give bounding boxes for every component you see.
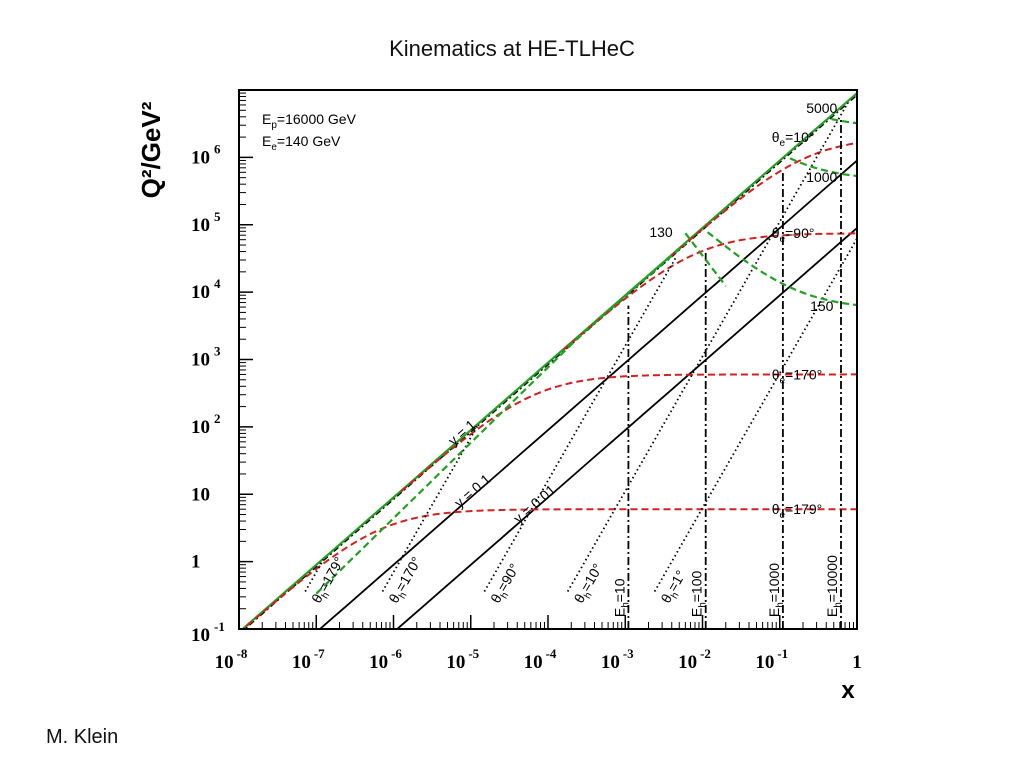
x-tick-label: 10 -4 [524, 646, 557, 673]
iso-y-label-0: y = 1 [445, 416, 479, 448]
iso-y-label-1: y = 0.1 [451, 471, 494, 511]
iso-y-line-0 [240, 92, 857, 629]
iso-E-e-curve-130-high [684, 232, 727, 287]
y-tick-label: 10 3 [191, 344, 221, 371]
iso-E-e-curve-150 [706, 231, 857, 307]
x-tick-label: 1 [852, 652, 862, 673]
y-tick-label: 1 [191, 552, 201, 573]
iso-theta-e-curve-0 [670, 142, 857, 257]
iso-theta-e-label-1: θe=90° [772, 225, 815, 245]
iso-E-e-curve-1000 [789, 157, 857, 178]
x-tick-label: 10 -3 [601, 646, 634, 673]
iso-E-e-curve-5000 [831, 118, 857, 125]
iso-E-e-label-150: 150 [810, 298, 834, 314]
y-tick-label: 10 6 [191, 141, 221, 168]
iso-y-line-black-edge [244, 94, 857, 629]
iso-theta-h-curve-2 [483, 255, 678, 592]
x-axis-label: x [841, 677, 855, 704]
iso-theta-h-label-3: θh=10° [571, 561, 610, 608]
iso-E-h-label-0: Eh=10 [611, 578, 631, 617]
y-tick-label: 10 [191, 484, 210, 505]
iso-theta-h-curve-4 [653, 238, 857, 592]
iso-theta-h-label-2: θh=90° [487, 561, 526, 608]
y-tick-label: 10 -1 [191, 619, 225, 646]
iso-theta-h-label-4: θh=1° [657, 567, 692, 607]
x-tick-label: 10 -2 [678, 646, 711, 673]
iso-theta-e-label-0: θe=10° [772, 129, 815, 149]
plot-frame [238, 89, 858, 630]
x-tick-label: 10 -6 [369, 646, 402, 673]
y-tick-label: 10 4 [191, 276, 221, 303]
author-credit: M. Klein [46, 726, 119, 748]
beam-label-0: Ep=16000 GeV [262, 111, 357, 131]
iso-E-h-label-2: Eh=1000 [766, 563, 786, 617]
iso-theta-h-curve-3 [566, 103, 849, 592]
iso-E-h-label-1: Eh=100 [689, 570, 709, 617]
iso-theta-e-curve-3 [246, 508, 857, 627]
iso-E-h-label-3: Eh=10000 [824, 555, 844, 617]
iso-theta-e-label-3: θe=179° [772, 501, 823, 521]
iso-theta-h-label-0: θh=179° [308, 554, 350, 608]
y-tick-label: 10 5 [191, 209, 221, 236]
y-tick-label: 10 2 [191, 411, 221, 438]
x-tick-label: 10 -7 [292, 646, 325, 673]
beam-label-1: Ee=140 GeV [262, 133, 341, 153]
x-tick-label: 10 -1 [755, 646, 788, 673]
x-tick-label: 10 -5 [446, 646, 479, 673]
slide-title: Kinematics at HE-TLHeC [389, 36, 635, 61]
iso-E-e-label-130: 130 [649, 224, 673, 240]
y-axis-label: Q²/GeV² [136, 101, 166, 198]
x-tick-label: 10 -8 [215, 646, 248, 673]
iso-y-label-2: y = 0.01 [510, 481, 559, 526]
iso-theta-e-label-2: θe=170° [772, 366, 823, 386]
iso-E-e-label-1000: 1000 [806, 169, 837, 185]
iso-theta-h-curve-0 [304, 558, 325, 592]
iso-y-line-2 [395, 227, 857, 629]
iso-E-e-curve-130-low [315, 242, 687, 595]
iso-theta-h-curve-1 [381, 425, 479, 592]
iso-theta-h-label-1: θh=170° [385, 554, 427, 608]
iso-E-e-label-5000: 5000 [806, 100, 837, 116]
iso-theta-e-curve-1 [562, 232, 857, 351]
iso-y-line-1 [318, 159, 857, 629]
